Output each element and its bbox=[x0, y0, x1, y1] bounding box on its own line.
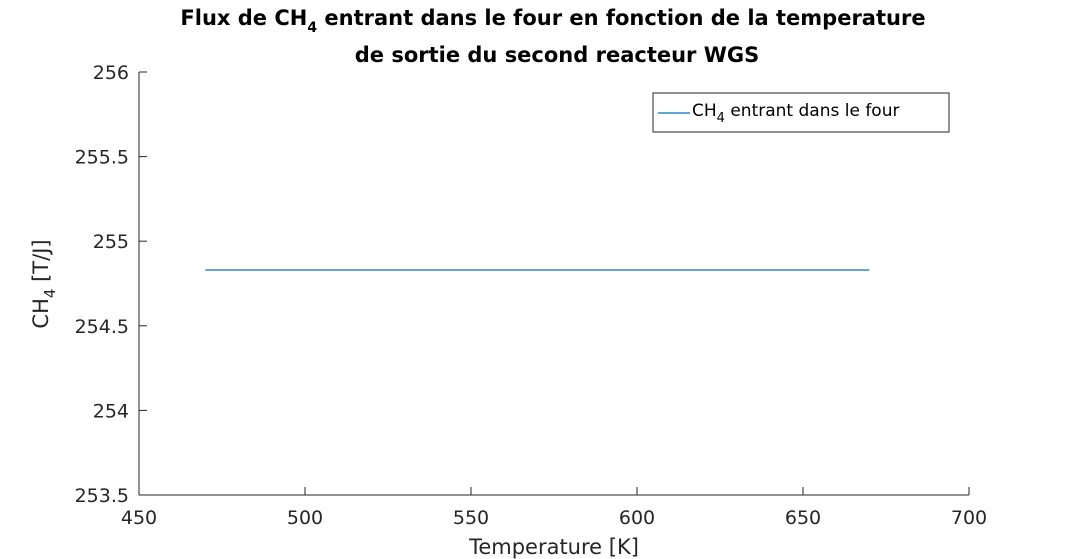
x-axis-label: Temperature [K] bbox=[468, 535, 639, 559]
y-tick-label: 256 bbox=[93, 62, 129, 84]
axes bbox=[138, 72, 969, 496]
x-tick-label: 600 bbox=[619, 507, 655, 529]
x-tick-label: 650 bbox=[785, 507, 821, 529]
legend-entry: CH4 entrant dans le four bbox=[692, 101, 899, 126]
x-ticks: 450 500 550 600 650 700 bbox=[121, 487, 987, 529]
chart-title-line1: Flux de CH4 entrant dans le four en fonc… bbox=[180, 6, 925, 36]
y-tick-label: 255.5 bbox=[75, 147, 129, 169]
y-tick-label: 254.5 bbox=[75, 316, 129, 338]
x-tick-label: 450 bbox=[121, 507, 157, 529]
y-tick-label: 253.5 bbox=[75, 485, 129, 507]
y-axis-label: CH4 [T/J] bbox=[29, 239, 59, 328]
x-tick-label: 550 bbox=[453, 507, 489, 529]
y-tick-label: 255 bbox=[93, 231, 129, 253]
x-tick-label: 500 bbox=[287, 507, 323, 529]
chart-title-line2: de sortie du second reacteur WGS bbox=[355, 43, 760, 67]
x-tick-label: 700 bbox=[951, 507, 987, 529]
y-ticks: 253.5 254 254.5 255 255.5 256 bbox=[75, 62, 147, 507]
y-tick-label: 254 bbox=[93, 400, 129, 422]
legend: CH4 entrant dans le four bbox=[652, 92, 950, 133]
legend-box bbox=[652, 92, 950, 133]
